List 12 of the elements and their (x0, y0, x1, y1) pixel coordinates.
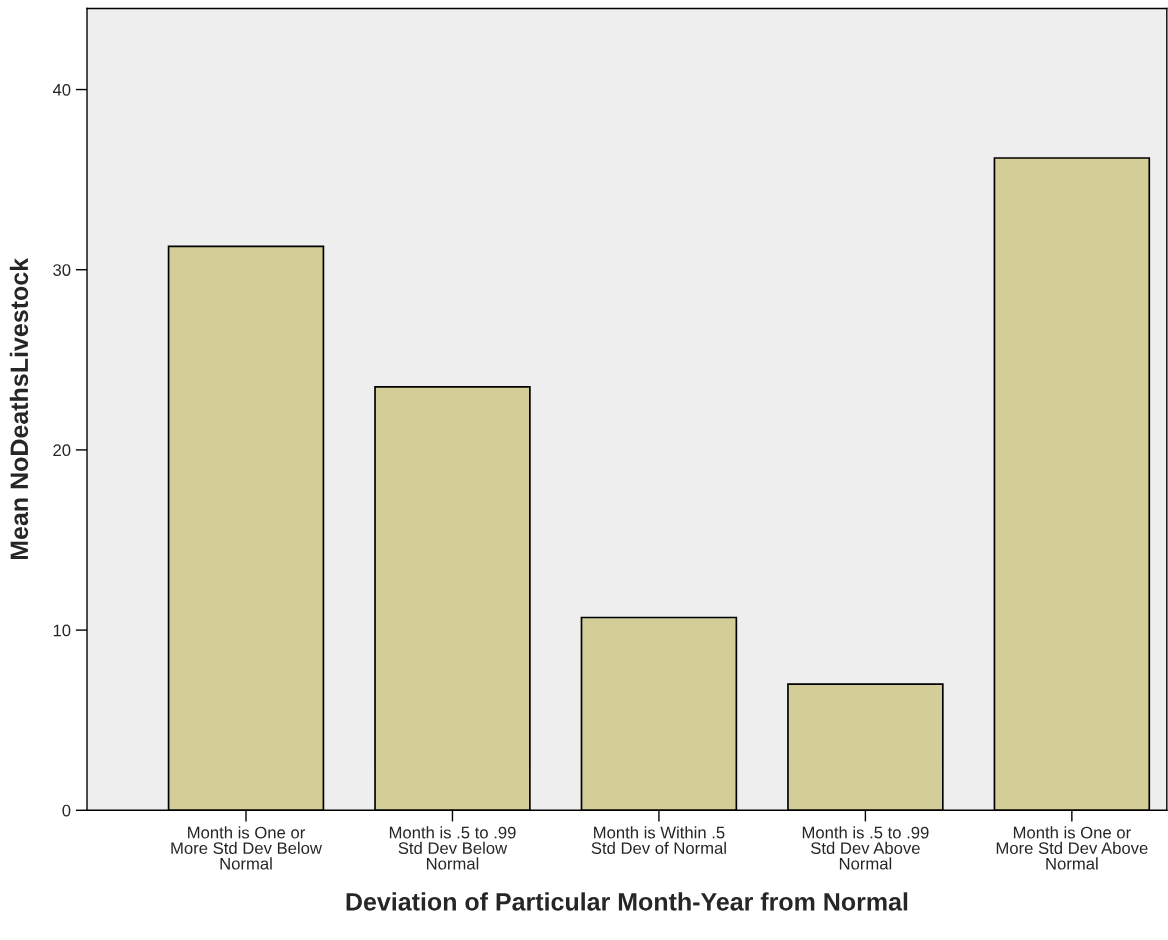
x-tick-label: Month is .5 to .99 Std Dev Below Normal (389, 826, 516, 870)
y-tick-label: 20 (53, 444, 71, 457)
y-tick-label: 40 (52, 83, 71, 96)
y-axis-title: Mean NoDeathsLivestock (9, 257, 29, 560)
x-tick-label: Month is One or More Std Dev Above Normal (996, 826, 1148, 870)
y-tick-label: 10 (53, 624, 71, 637)
x-axis-title: Deviation of Particular Month-Year from Normal (346, 892, 908, 911)
x-tick-label: Month is Within .5 Std Dev of Normal (591, 826, 726, 855)
x-tick-label: Month is .5 to .99 Std Dev Above Normal (802, 826, 929, 870)
y-tick-label: 0 (62, 804, 71, 817)
y-tick-label: 30 (53, 264, 71, 276)
x-tick-label: Month is One or More Std Dev Below Normal (171, 826, 322, 870)
